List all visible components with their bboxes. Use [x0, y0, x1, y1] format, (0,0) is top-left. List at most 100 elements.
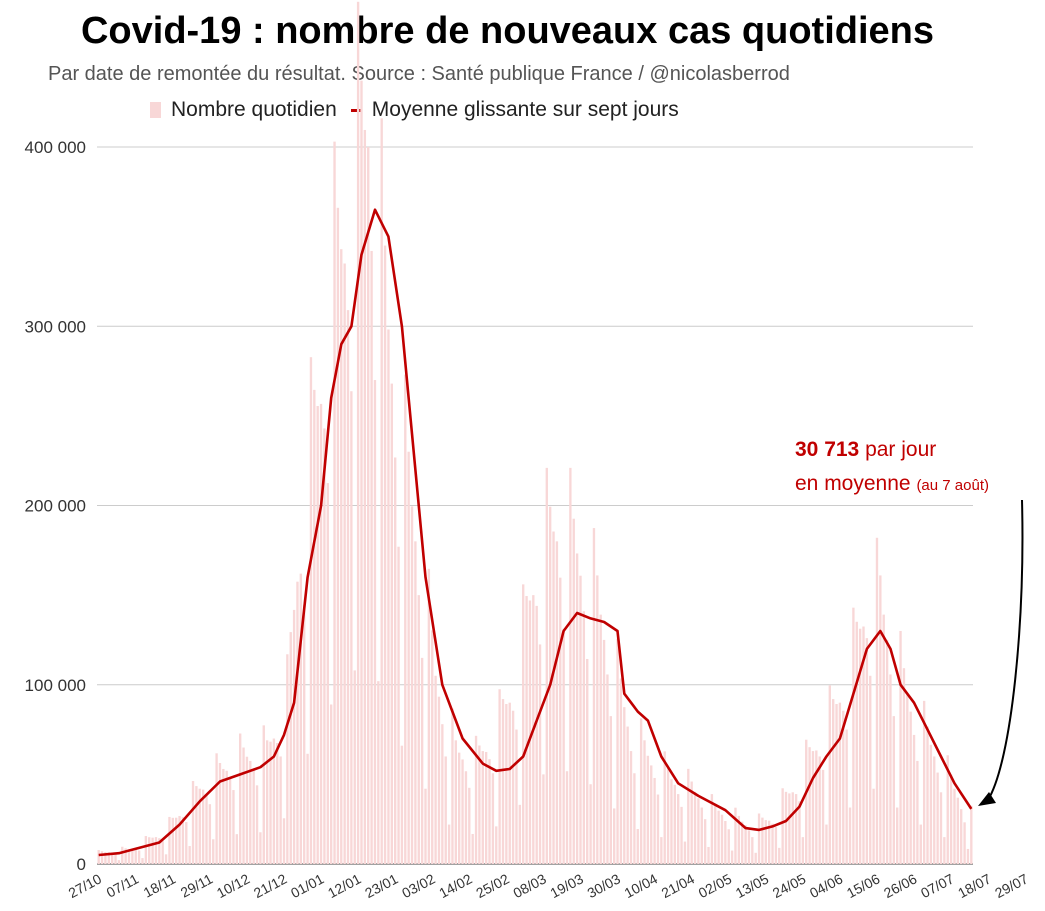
y-tick-label: 400 000: [25, 138, 86, 157]
bar: [161, 841, 164, 864]
bar: [751, 837, 754, 864]
x-tick-label: 29/11: [178, 870, 216, 900]
x-tick-label: 01/01: [288, 870, 327, 901]
bar: [693, 791, 697, 864]
bar: [707, 846, 710, 864]
bar: [181, 817, 185, 864]
bar: [414, 541, 417, 864]
bar: [687, 768, 690, 864]
bar: [781, 788, 784, 864]
bar: [922, 700, 926, 864]
bar: [912, 734, 916, 864]
bar: [97, 850, 100, 864]
bar: [703, 819, 707, 864]
bar: [798, 801, 801, 864]
bar: [131, 849, 134, 864]
bar: [592, 528, 596, 864]
x-axis-ticks: 27/10 07/11 18/11 29/1110/1221/1201/0112/01…: [66, 870, 1031, 901]
bar: [538, 644, 542, 864]
x-tick-label: 10/04: [622, 870, 661, 901]
legend-bars-label: Nombre quotidien: [171, 98, 337, 121]
bar: [609, 716, 612, 864]
bar: [309, 357, 313, 864]
bar: [582, 611, 586, 864]
bar: [677, 794, 680, 864]
bar: [383, 245, 387, 864]
bar: [842, 710, 845, 864]
bar: [511, 710, 515, 864]
bar: [896, 807, 899, 864]
bar: [963, 822, 966, 864]
bar: [579, 575, 582, 864]
bar: [885, 639, 889, 864]
moving-average-path: [98, 208, 973, 857]
bar: [212, 839, 215, 864]
gridlines: [97, 146, 973, 865]
bar: [589, 784, 592, 864]
bar: [121, 846, 124, 864]
bar: [424, 788, 427, 864]
bar: [373, 380, 377, 864]
bar: [289, 632, 292, 864]
bar: [272, 738, 276, 864]
x-tick-label: 08/03: [510, 870, 549, 901]
bar: [508, 702, 511, 864]
bar: [215, 753, 218, 864]
annotation-line1: 30 713 par jour: [795, 438, 936, 462]
legend-item-bars: Nombre quotidien: [150, 98, 337, 122]
bar: [919, 824, 922, 864]
x-tick-label: 03/02: [399, 870, 438, 901]
bar: [195, 786, 198, 864]
bar: [434, 675, 437, 864]
x-tick-label: 18/11: [141, 870, 179, 900]
bar: [326, 483, 329, 864]
bar: [461, 759, 464, 864]
bar: [724, 820, 727, 864]
bar: [367, 147, 370, 864]
bar: [447, 824, 451, 864]
bar: [431, 630, 434, 864]
bar: [393, 457, 397, 864]
bar: [811, 751, 815, 864]
bar: [653, 777, 656, 864]
bar: [933, 756, 936, 864]
bar: [542, 774, 545, 864]
x-tick-label: 24/05: [770, 870, 809, 901]
arrow-shaft: [987, 499, 1024, 801]
bar: [848, 807, 852, 864]
bar: [239, 733, 242, 864]
bar: [222, 768, 225, 864]
x-tick-label: 23/01: [362, 870, 401, 901]
bar: [545, 467, 548, 864]
bar: [767, 820, 771, 864]
bar: [737, 815, 741, 864]
bar: [208, 804, 212, 864]
arrow-head: [978, 792, 996, 806]
bar: [218, 762, 222, 864]
x-tick-label: 18/07: [955, 870, 994, 901]
bar: [292, 609, 296, 864]
bar: [420, 657, 424, 864]
bar: [626, 726, 629, 864]
bar: [471, 833, 474, 864]
bar: [134, 849, 137, 864]
y-tick-label: 200 000: [25, 497, 86, 516]
x-tick-label: 27/10: [66, 870, 105, 901]
x-tick-label: 15/06: [844, 870, 883, 901]
bar: [515, 729, 518, 864]
bar: [505, 704, 508, 864]
bar: [316, 406, 319, 864]
bar: [966, 848, 970, 864]
bar: [612, 808, 616, 864]
bar: [761, 817, 764, 864]
bar: [353, 670, 356, 864]
bar: [663, 751, 666, 864]
bar: [528, 600, 532, 864]
bar: [906, 694, 909, 864]
bar: [805, 739, 808, 864]
bar: [323, 428, 326, 864]
bar: [306, 753, 309, 864]
bar: [174, 817, 178, 864]
bar: [909, 711, 912, 864]
x-tick-label: 12/01: [325, 870, 364, 901]
